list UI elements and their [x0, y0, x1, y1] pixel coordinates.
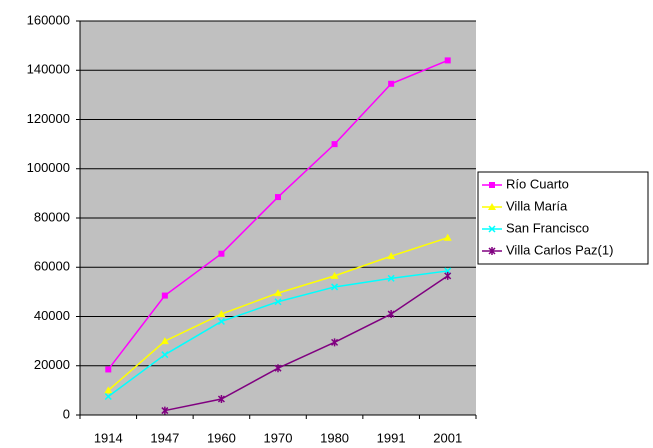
legend-label: Río Cuarto: [506, 176, 569, 191]
y-tick-label: 0: [63, 406, 70, 421]
marker: [161, 292, 168, 299]
marker: [105, 366, 112, 373]
marker: [388, 80, 395, 87]
marker: [444, 271, 452, 280]
x-tick-label: 1970: [264, 430, 293, 445]
legend-label: San Francisco: [506, 220, 589, 235]
marker: [387, 252, 396, 260]
marker: [331, 283, 339, 291]
marker: [160, 337, 169, 345]
marker: [331, 338, 339, 347]
y-tick-label: 100000: [27, 160, 70, 175]
marker: [275, 194, 281, 201]
marker: [274, 364, 282, 373]
marker: [330, 271, 339, 279]
y-tick-label: 40000: [34, 308, 70, 323]
y-tick-label: 20000: [34, 357, 70, 372]
y-tick-label: 160000: [27, 12, 70, 27]
x-tick-label: 1980: [320, 430, 349, 445]
y-tick-label: 120000: [27, 111, 70, 126]
marker: [489, 182, 495, 188]
marker: [387, 310, 395, 319]
marker: [161, 351, 169, 359]
legend-box: [477, 171, 649, 265]
x-tick-label: 1991: [377, 430, 406, 445]
marker: [488, 225, 496, 233]
marker: [104, 386, 113, 394]
marker: [161, 406, 169, 415]
x-tick-label: 1914: [94, 430, 123, 445]
marker: [218, 250, 225, 257]
y-tick-label: 140000: [27, 62, 70, 77]
marker: [331, 141, 338, 148]
marker: [444, 57, 451, 64]
marker: [104, 393, 112, 401]
marker: [217, 310, 226, 318]
x-tick-label: 1960: [207, 430, 236, 445]
y-tick-label: 80000: [34, 209, 70, 224]
legend-label: Villa Carlos Paz(1): [506, 242, 613, 257]
marker: [217, 317, 225, 325]
marker: [443, 233, 452, 241]
marker: [488, 247, 496, 255]
marker: [488, 203, 496, 210]
marker: [387, 274, 395, 282]
x-tick-label: 2001: [433, 430, 462, 445]
series-line: [164, 275, 449, 412]
marker: [274, 289, 282, 297]
marker: [217, 394, 225, 403]
y-tick-label: 60000: [34, 259, 70, 274]
legend-label: Villa María: [506, 198, 568, 213]
marker: [274, 298, 282, 306]
x-tick-label: 1947: [150, 430, 179, 445]
